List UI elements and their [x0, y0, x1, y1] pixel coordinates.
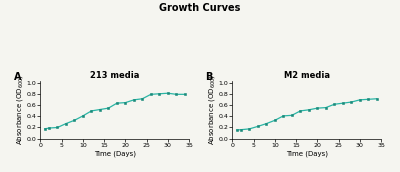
- X-axis label: Time (Days): Time (Days): [94, 150, 136, 157]
- Y-axis label: Absorbance (OD$_{600}$): Absorbance (OD$_{600}$): [207, 74, 217, 145]
- X-axis label: Time (Days): Time (Days): [286, 150, 328, 157]
- Text: Growth Curves: Growth Curves: [159, 3, 241, 13]
- Title: 213 media: 213 media: [90, 71, 140, 80]
- Text: B: B: [206, 72, 213, 82]
- Title: M2 media: M2 media: [284, 71, 330, 80]
- Y-axis label: Absorbance (OD$_{600}$): Absorbance (OD$_{600}$): [15, 74, 25, 145]
- Text: A: A: [14, 72, 21, 82]
